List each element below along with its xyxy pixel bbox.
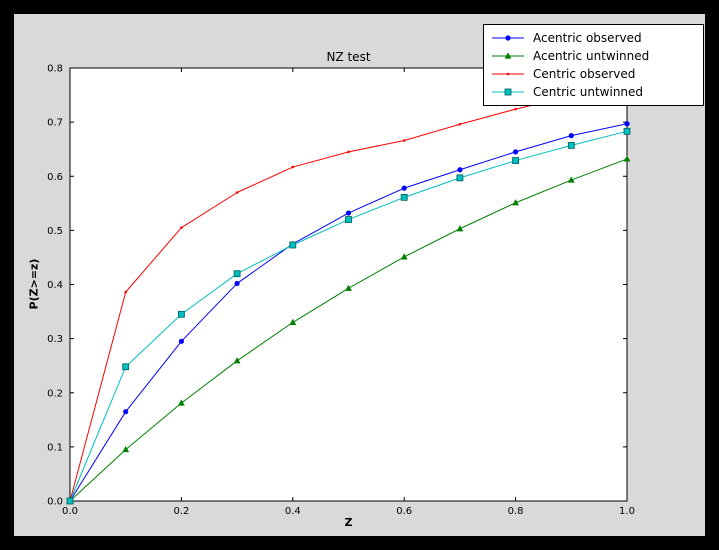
dot-marker-icon	[458, 122, 462, 126]
dot-marker-icon	[347, 150, 350, 154]
circle-marker-icon	[513, 149, 519, 155]
triangle-marker-icon	[345, 284, 352, 291]
legend-entry-acentric-untwinned: Acentric untwinned	[490, 47, 695, 65]
y-tick-label: 0.5	[47, 226, 63, 237]
triangle-marker-icon	[504, 52, 512, 59]
dot-marker-icon	[506, 72, 510, 76]
triangle-marker-icon	[623, 155, 631, 162]
circle-marker-icon	[345, 210, 352, 216]
square-marker-icon	[345, 216, 352, 223]
legend-label: Acentric observed	[533, 31, 642, 45]
square-marker-icon	[66, 497, 74, 505]
x-tick-label: 0.4	[285, 506, 301, 517]
legend-label: Centric observed	[533, 67, 636, 81]
axes-frame	[69, 67, 628, 502]
y-tick-label: 0.8	[47, 64, 63, 75]
circle-marker-icon	[568, 133, 574, 139]
x-tick-label: 1.0	[619, 506, 635, 517]
legend-entry-centric-untwinned: Centric untwinned	[490, 83, 695, 101]
circle-marker-icon	[234, 280, 240, 287]
square-marker-icon	[122, 363, 130, 371]
legend-label: Acentric untwinned	[533, 49, 650, 63]
square-marker-icon	[504, 88, 512, 96]
square-marker-icon	[400, 193, 408, 201]
square-marker-icon	[567, 141, 575, 149]
circle-marker-icon	[123, 409, 129, 415]
legend-sample-square-icon	[492, 88, 524, 96]
triangle-marker-icon	[233, 357, 241, 364]
triangle-marker-icon	[400, 253, 408, 260]
circle-marker-icon	[457, 167, 463, 173]
y-tick-label: 0.3	[47, 334, 63, 345]
square-marker-icon	[512, 157, 520, 164]
y-tick-label: 0.4	[47, 280, 63, 291]
dot-marker-icon	[235, 191, 239, 194]
y-tick-label: 0.1	[47, 442, 63, 453]
square-marker-icon	[456, 174, 464, 182]
triangle-marker-icon	[512, 199, 519, 206]
legend-sample-circle-icon	[492, 35, 524, 41]
x-tick-label: 0.6	[396, 506, 412, 517]
circle-marker-icon	[505, 35, 511, 41]
legend-entry-acentric-observed: Acentric observed	[490, 29, 695, 47]
x-tick-label: 0.8	[508, 506, 524, 517]
plot-area: 0.0 0.2 0.4 0.6 0.8 1.0 0.0 0.1 0.2 0.3 0.4 0.5 0.6 0…	[47, 64, 635, 518]
triangle-marker-icon	[289, 318, 297, 325]
square-marker-icon	[177, 310, 185, 318]
dot-marker-icon	[291, 165, 295, 169]
dot-marker-icon	[402, 139, 406, 142]
circle-marker-icon	[178, 338, 184, 344]
triangle-marker-icon	[178, 399, 185, 406]
chart-title: NZ test	[326, 50, 371, 64]
y-tick-label: 0.0	[47, 497, 63, 508]
dot-marker-icon	[180, 226, 183, 229]
triangle-marker-icon	[456, 225, 464, 232]
legend-sample-triangle-icon	[492, 52, 524, 59]
x-tick-label: 0.0	[62, 506, 78, 517]
square-marker-icon	[233, 270, 241, 278]
dot-marker-icon	[514, 107, 517, 111]
y-tick-label: 0.7	[47, 118, 63, 129]
dot-marker-icon	[124, 290, 127, 294]
legend-entry-centric-observed: Centric observed	[490, 65, 695, 83]
x-axis-label: Z	[344, 516, 353, 529]
square-marker-icon	[623, 127, 631, 135]
y-tick-label: 0.6	[47, 172, 63, 183]
circle-marker-icon	[401, 185, 407, 191]
legend: Acentric observed Acentric untwinned Centr…	[483, 24, 704, 106]
circle-marker-icon	[624, 121, 630, 127]
figure-canvas: 0.0 0.2 0.4 0.6 0.8 1.0 0.0 0.1 0.2 0.3 0.4 0.5 0.6 0…	[14, 14, 705, 536]
y-tick-label: 0.2	[47, 388, 63, 399]
legend-sample-dot-icon	[492, 72, 524, 76]
y-axis-label: P(Z>=z)	[27, 258, 41, 310]
x-tick-label: 0.2	[173, 506, 189, 517]
square-marker-icon	[289, 241, 297, 249]
triangle-marker-icon	[122, 445, 130, 453]
triangle-marker-icon	[567, 176, 575, 183]
legend-label: Centric untwinned	[533, 85, 644, 99]
